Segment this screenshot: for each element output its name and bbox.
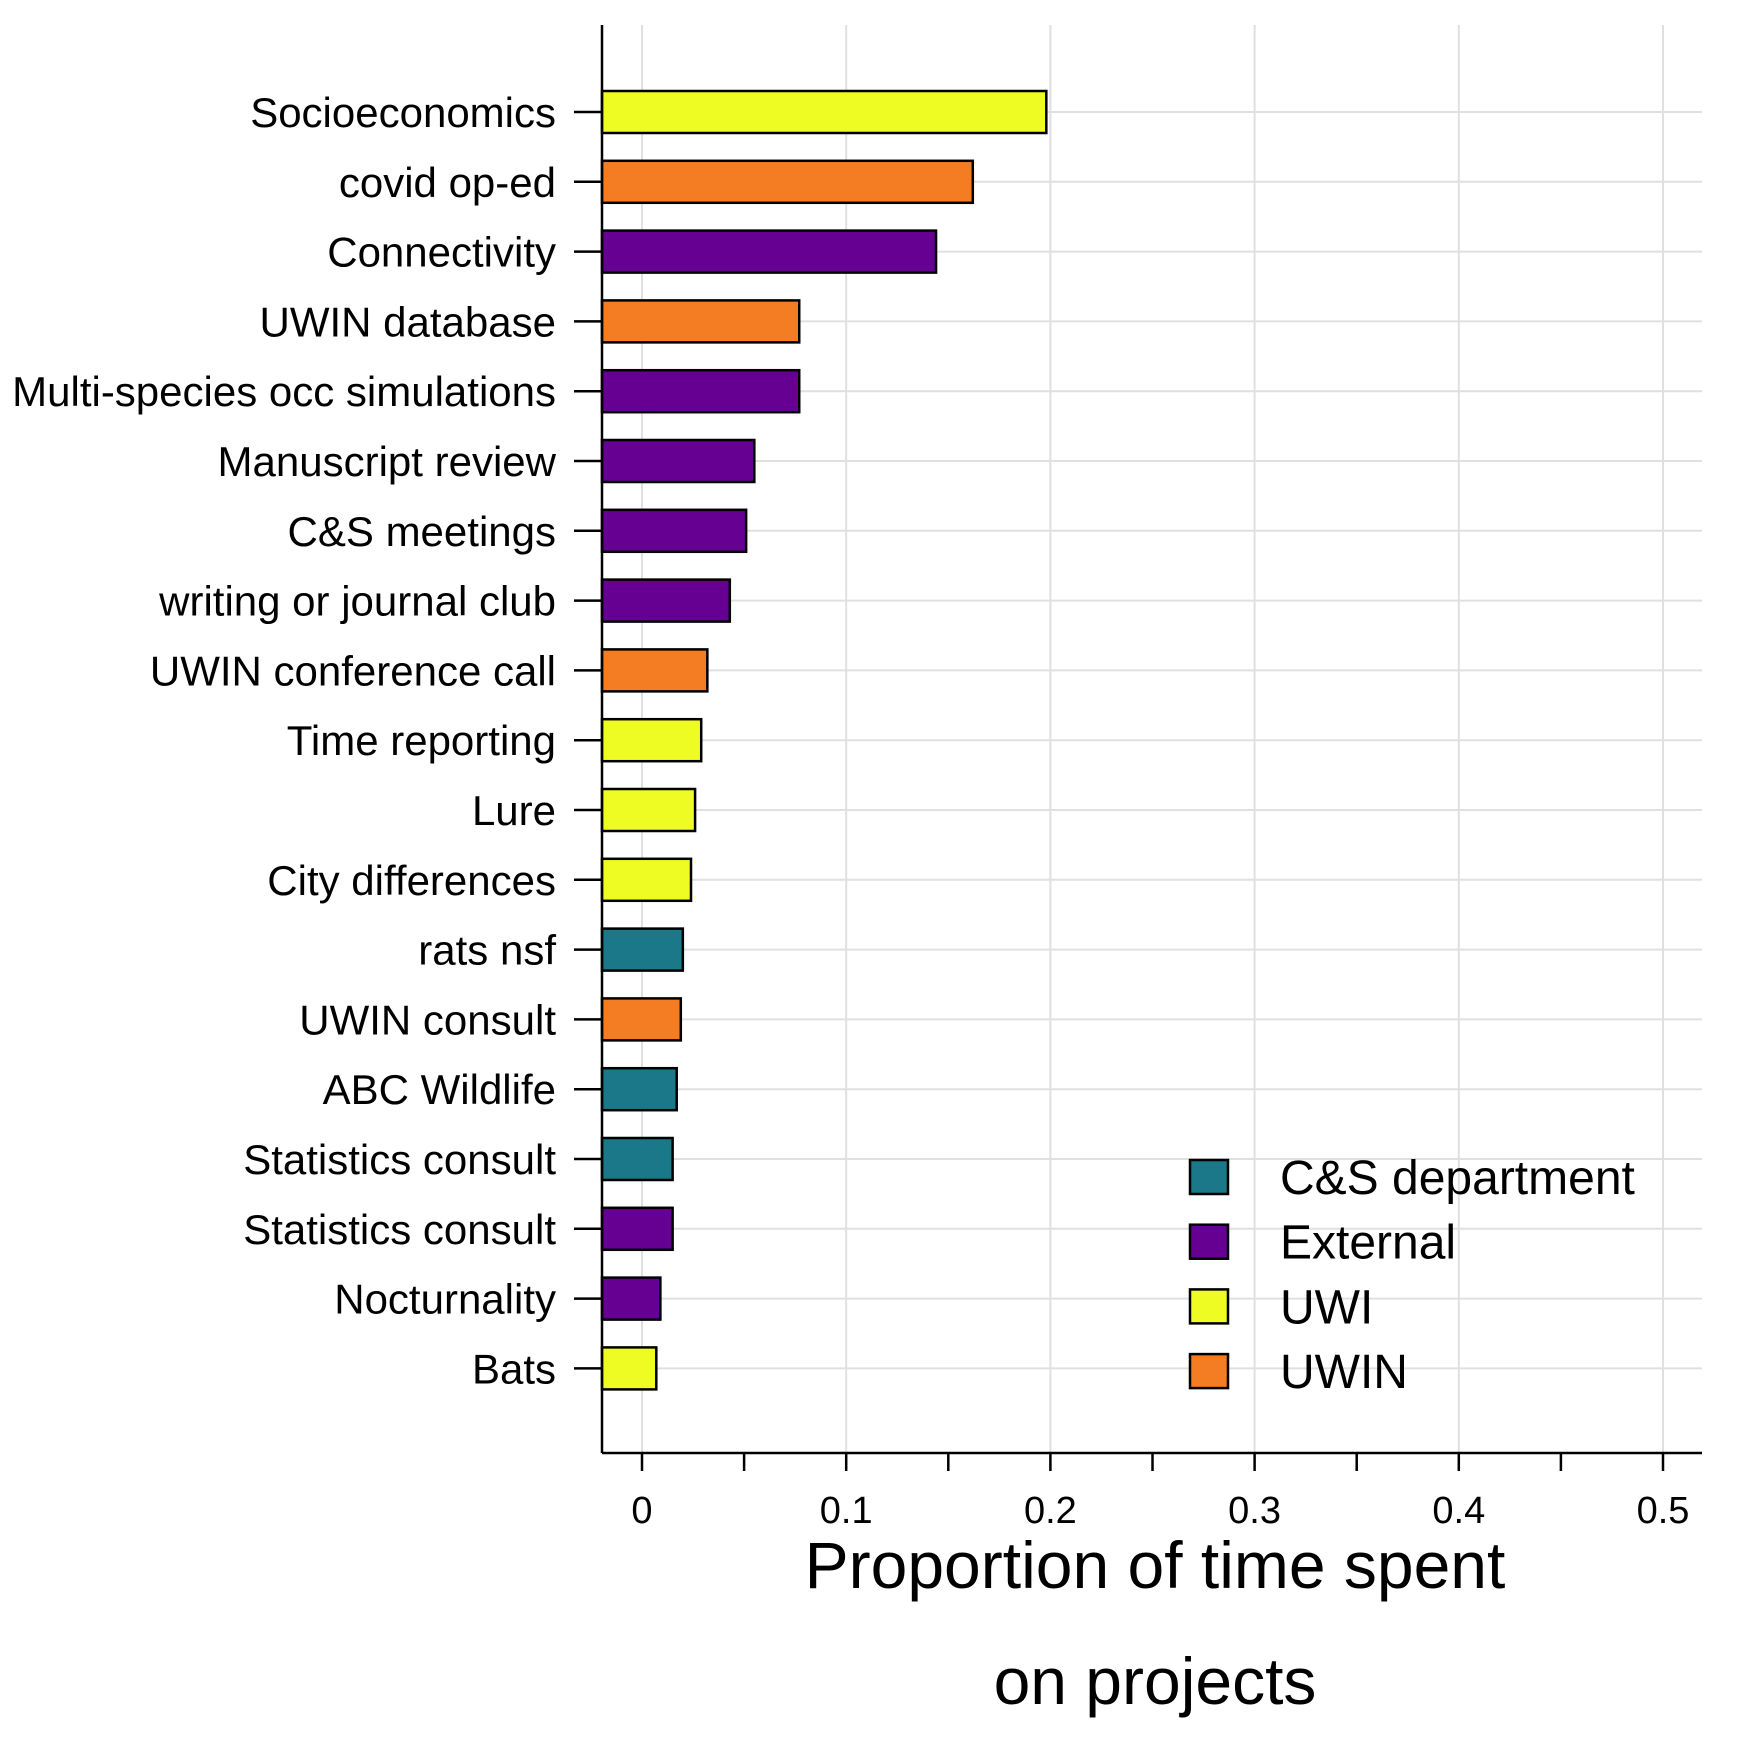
- bar: [600, 717, 703, 763]
- bar: [600, 1276, 662, 1321]
- category-label: Statistics consult: [243, 1136, 556, 1183]
- x-tick-label: 0.1: [820, 1490, 873, 1532]
- x-tick-labels: 0 0.1 0.2 0.3 0.4 0.5: [631, 1490, 1689, 1532]
- bar: [600, 299, 801, 344]
- category-label: Socioeconomics: [250, 89, 556, 136]
- category-label: rats nsf: [418, 927, 556, 974]
- category-label: City differences: [267, 857, 556, 904]
- gridlines: [602, 25, 1702, 1453]
- axes: [574, 25, 1702, 1471]
- category-label: covid op-ed: [339, 159, 556, 206]
- bar: [600, 927, 685, 972]
- x-tick-label: 0.4: [1432, 1490, 1485, 1532]
- bar: [600, 508, 748, 554]
- category-label: Lure: [472, 787, 556, 834]
- category-label: Connectivity: [327, 229, 556, 276]
- x-tick-label: 0.3: [1228, 1490, 1281, 1532]
- category-labels: Socioeconomics covid op-ed Connectivity UWI…: [12, 89, 557, 1392]
- bar: [600, 1206, 674, 1252]
- category-label: Bats: [472, 1345, 556, 1392]
- category-label: ABC Wildlife: [323, 1066, 556, 1113]
- legend-swatch: [1188, 1352, 1230, 1390]
- legend-label: UWIN: [1280, 1346, 1408, 1399]
- bar: [600, 1346, 658, 1391]
- x-axis-title-line-2: on projects: [994, 1644, 1317, 1718]
- category-label: C&S meetings: [288, 508, 556, 555]
- category-label: writing or journal club: [158, 578, 556, 625]
- x-axis-title-line-1: Proportion of time spent: [805, 1528, 1506, 1602]
- category-label: UWIN database: [260, 298, 556, 345]
- bar: [600, 159, 975, 205]
- category-label: UWIN conference call: [150, 647, 556, 694]
- legend-swatch: [1188, 1288, 1230, 1325]
- bars: [600, 89, 1048, 1391]
- bar: [600, 1066, 678, 1112]
- bar: [600, 787, 697, 833]
- bar: [600, 229, 938, 274]
- legend-label: External: [1280, 1217, 1456, 1270]
- x-tick-label: 0.2: [1024, 1490, 1077, 1532]
- x-tick-label: 0: [631, 1490, 652, 1532]
- bar: [600, 1136, 674, 1182]
- category-label: Statistics consult: [243, 1206, 556, 1253]
- bar: [600, 578, 732, 623]
- legend: C&S department External UWI UWIN: [1188, 1152, 1635, 1399]
- legend-label: UWI: [1280, 1281, 1373, 1334]
- bar: [600, 89, 1048, 135]
- bar: [600, 857, 693, 903]
- legend-swatch: [1188, 1158, 1230, 1196]
- legend-swatch: [1188, 1223, 1230, 1260]
- category-label: Multi-species occ simulations: [12, 368, 556, 415]
- category-label: Time reporting: [287, 717, 556, 764]
- bar: [600, 438, 756, 484]
- category-label: UWIN consult: [299, 996, 556, 1043]
- category-label: Nocturnality: [334, 1276, 556, 1323]
- legend-label: C&S department: [1280, 1152, 1635, 1205]
- bar: [600, 648, 709, 693]
- x-tick-label: 0.5: [1637, 1490, 1690, 1532]
- category-label: Manuscript review: [218, 438, 557, 485]
- bar: [600, 997, 683, 1042]
- bar: [600, 368, 801, 414]
